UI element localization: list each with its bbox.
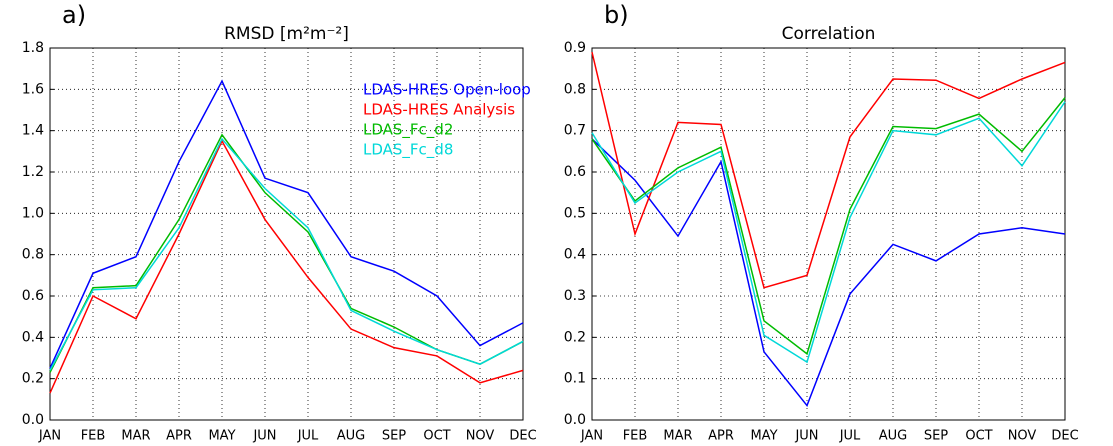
y-tick-label: 0.4 bbox=[564, 247, 586, 263]
series-line bbox=[591, 97, 1066, 356]
y-tick-label: 0.3 bbox=[564, 288, 586, 304]
y-tick-label: 0.9 bbox=[564, 40, 586, 56]
y-tick-label: 0.4 bbox=[22, 329, 44, 345]
y-tick-label: 0.0 bbox=[564, 412, 586, 428]
x-tick-label: JAN bbox=[38, 429, 61, 444]
series-line bbox=[49, 137, 524, 371]
y-tick-label: 1.2 bbox=[22, 164, 44, 180]
x-tick-label: NOV bbox=[1008, 429, 1037, 444]
legend-entry: LDAS_Fc_d8 bbox=[363, 141, 453, 160]
y-tick-label: 0.1 bbox=[564, 371, 586, 387]
y-tick-label: 1.4 bbox=[22, 123, 44, 139]
x-tick-label: JAN bbox=[580, 429, 603, 444]
legend-entry: LDAS_Fc_d2 bbox=[363, 121, 453, 140]
x-tick-label: AUG bbox=[879, 429, 907, 444]
x-tick-label: MAY bbox=[750, 429, 777, 444]
series-line bbox=[591, 138, 1066, 408]
plot-frame bbox=[591, 47, 1066, 421]
x-tick-label: JUL bbox=[839, 429, 861, 444]
chart-title: RMSD [m²m⁻²] bbox=[224, 24, 349, 44]
x-tick-label: FEB bbox=[81, 429, 106, 444]
x-tick-label: JUN bbox=[794, 429, 818, 444]
x-tick-label: MAR bbox=[663, 429, 692, 444]
x-tick-label: OCT bbox=[965, 429, 992, 444]
x-tick-label: NOV bbox=[466, 429, 495, 444]
x-tick-label: OCT bbox=[423, 429, 450, 444]
y-tick-label: 1.6 bbox=[22, 81, 44, 97]
x-tick-label: APR bbox=[166, 429, 192, 444]
y-tick-label: 0.0 bbox=[22, 412, 44, 428]
y-tick-label: 0.2 bbox=[22, 371, 44, 387]
x-tick-label: APR bbox=[708, 429, 734, 444]
x-tick-label: MAR bbox=[121, 429, 150, 444]
x-tick-label: DEC bbox=[1051, 429, 1078, 444]
x-tick-label: JUL bbox=[297, 429, 319, 444]
y-tick-label: 1.8 bbox=[22, 40, 44, 56]
series-line bbox=[591, 51, 1066, 289]
panel-label: a) bbox=[62, 1, 86, 29]
y-tick-label: 0.7 bbox=[564, 123, 586, 139]
x-tick-label: DEC bbox=[509, 429, 536, 444]
x-tick-label: JUN bbox=[252, 429, 276, 444]
y-tick-label: 0.6 bbox=[22, 288, 44, 304]
series-line bbox=[49, 139, 524, 394]
legend-entry: LDAS-HRES Analysis bbox=[363, 101, 515, 119]
plot-frame bbox=[49, 47, 524, 421]
x-tick-label: AUG bbox=[337, 429, 365, 444]
y-tick-label: 0.2 bbox=[564, 329, 586, 345]
y-tick-label: 0.6 bbox=[564, 164, 586, 180]
series-line bbox=[49, 133, 524, 373]
y-tick-label: 0.5 bbox=[564, 205, 586, 221]
series-line bbox=[591, 101, 1066, 364]
x-tick-label: SEP bbox=[382, 429, 406, 444]
series-line bbox=[49, 79, 524, 369]
legend-entry: LDAS-HRES Open-loop bbox=[363, 81, 531, 99]
x-tick-label: MAY bbox=[208, 429, 235, 444]
y-tick-label: 0.8 bbox=[564, 81, 586, 97]
chart-title: Correlation bbox=[782, 24, 876, 44]
panel-label: b) bbox=[604, 1, 629, 29]
y-tick-label: 1.0 bbox=[22, 205, 44, 221]
y-tick-label: 0.8 bbox=[22, 247, 44, 263]
x-tick-label: FEB bbox=[623, 429, 648, 444]
x-tick-label: SEP bbox=[924, 429, 948, 444]
